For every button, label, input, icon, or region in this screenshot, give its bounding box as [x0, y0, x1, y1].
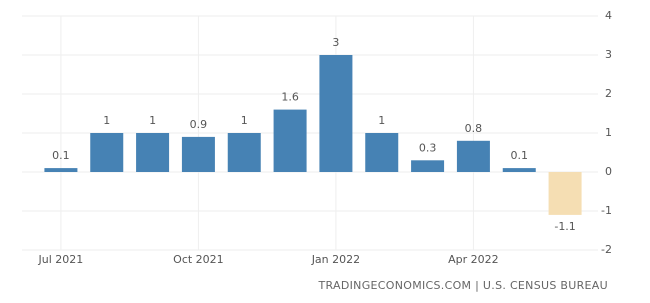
- y-tick-label: -2: [601, 243, 612, 256]
- x-tick-label: Oct 2021: [173, 253, 224, 266]
- source: TRADINGECONOMICS.COM | U.S. CENSUS BUREA…: [318, 279, 608, 292]
- bar: [273, 109, 307, 172]
- y-tick-label: -1: [601, 204, 612, 217]
- bar: [136, 133, 170, 172]
- bar: [227, 133, 261, 172]
- y-tick-label: 2: [605, 87, 612, 100]
- y-tick-label: 0: [605, 165, 612, 178]
- bar: [502, 168, 536, 172]
- bar: [90, 133, 124, 172]
- value-label: 0.3: [419, 141, 437, 154]
- y-tick-label: 3: [605, 48, 612, 61]
- value-label: 1: [241, 114, 248, 127]
- value-label: 1.6: [281, 91, 299, 104]
- x-tick-label: Jul 2021: [38, 253, 84, 266]
- y-tick-label: 1: [605, 126, 612, 139]
- x-tick-label: Apr 2022: [448, 253, 499, 266]
- value-label: 0.1: [511, 149, 529, 162]
- value-label: 0.9: [190, 118, 208, 131]
- bar: [548, 172, 582, 215]
- value-label: -1.1: [554, 220, 575, 233]
- value-label: 0.1: [52, 149, 70, 162]
- value-label: 1: [378, 114, 385, 127]
- bar: [411, 160, 445, 172]
- bar: [319, 55, 353, 172]
- bar: [456, 140, 490, 172]
- bar: [181, 136, 215, 172]
- value-label: 1: [149, 114, 156, 127]
- value-label: 3: [332, 36, 339, 49]
- value-label: 1: [103, 114, 110, 127]
- bar: [44, 168, 78, 172]
- bar: [365, 133, 399, 172]
- x-tick-label: Jan 2022: [311, 253, 360, 266]
- y-tick-label: 4: [605, 9, 612, 22]
- value-label: 0.8: [465, 122, 483, 135]
